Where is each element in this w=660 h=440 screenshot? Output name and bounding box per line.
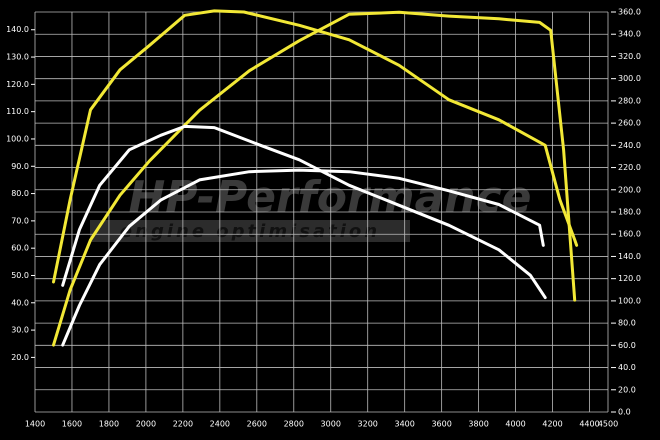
y2-tick-label: 320.0 <box>618 52 641 61</box>
y2-tick-label: 240.0 <box>618 141 641 150</box>
x-tick-label: 4200 <box>542 420 562 429</box>
x-tick-label: 3000 <box>321 420 341 429</box>
y2-tick-label: 40.0 <box>618 363 636 372</box>
x-tick-label: 4500 <box>598 420 618 429</box>
y-tick-label: 100.0 <box>6 134 29 143</box>
y2-tick-label: 160.0 <box>618 230 641 239</box>
y2-tick-label: 60.0 <box>618 341 636 350</box>
x-tick-label: 4400 <box>579 420 599 429</box>
y2-tick-label: 100.0 <box>618 296 641 305</box>
x-tick-label: 2800 <box>284 420 304 429</box>
y2-tick-label: 20.0 <box>618 385 636 394</box>
y2-tick-label: 0.0 <box>618 408 631 417</box>
y2-tick-label: 260.0 <box>618 119 641 128</box>
watermark-sub: engine optimisation <box>120 221 380 242</box>
y-tick-label: 90.0 <box>11 162 29 171</box>
y-tick-label: 30.0 <box>11 326 29 335</box>
y2-tick-label: 280.0 <box>618 96 641 105</box>
y2-tick-label: 180.0 <box>618 208 641 217</box>
y2-tick-label: 340.0 <box>618 30 641 39</box>
x-tick-label: 2200 <box>173 420 193 429</box>
y2-tick-label: 80.0 <box>618 319 636 328</box>
x-tick-label: 2400 <box>210 420 230 429</box>
y-tick-label: 20.0 <box>11 353 29 362</box>
y2-tick-label: 220.0 <box>618 163 641 172</box>
y2-tick-label: 300.0 <box>618 74 641 83</box>
x-tick-label: 3200 <box>358 420 378 429</box>
x-tick-label: 3400 <box>394 420 414 429</box>
series-line <box>52 9 579 284</box>
x-tick-label: 1400 <box>25 420 45 429</box>
y-tick-label: 80.0 <box>11 189 29 198</box>
y-tick-label: 70.0 <box>11 216 29 225</box>
x-tick-label: 1600 <box>62 420 82 429</box>
y2-tick-label: 140.0 <box>618 252 641 261</box>
x-tick-label: 4000 <box>505 420 525 429</box>
x-tick-label: 2600 <box>247 420 267 429</box>
x-tick-label: 1800 <box>99 420 119 429</box>
y-tick-label: 120.0 <box>6 80 29 89</box>
y2-tick-label: 200.0 <box>618 185 641 194</box>
y-tick-label: 110.0 <box>6 107 29 116</box>
y-tick-label: 140.0 <box>6 25 29 34</box>
series-line <box>61 168 545 347</box>
y2-tick-label: 360.0 <box>618 8 641 17</box>
series-line <box>61 124 547 300</box>
y-tick-label: 130.0 <box>6 53 29 62</box>
y-tick-label: 50.0 <box>11 271 29 280</box>
y-tick-label: 40.0 <box>11 298 29 307</box>
y-tick-label: 60.0 <box>11 244 29 253</box>
series-line <box>52 10 577 347</box>
y2-tick-label: 120.0 <box>618 274 641 283</box>
watermark-band <box>90 220 410 242</box>
x-tick-label: 3600 <box>431 420 451 429</box>
x-tick-label: 2000 <box>136 420 156 429</box>
x-tick-label: 3800 <box>468 420 488 429</box>
